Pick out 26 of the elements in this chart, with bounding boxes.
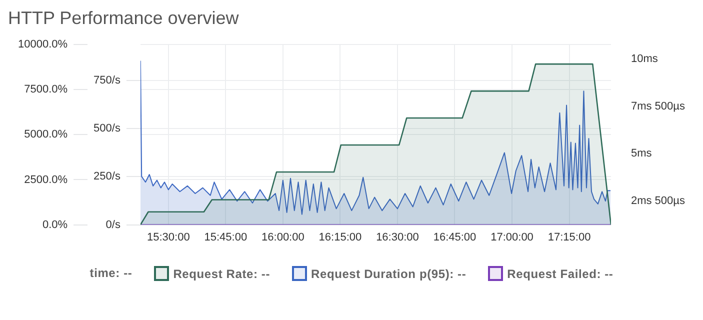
y3-tick-label: 5000.0% [24, 128, 68, 141]
y2-tick-label: 5ms [630, 148, 652, 160]
x-tick-label: 17:00:00 [490, 231, 534, 244]
x-tick-label: 16:15:00 [318, 231, 362, 244]
y3-tick-label: 10000.0% [18, 38, 68, 51]
legend-label: Request Rate: -- [173, 266, 270, 280]
y-tick-label: 250/s [94, 170, 121, 183]
y2-tick-label: 2ms 500µs [630, 195, 686, 208]
legend-label: Request Duration p(95): -- [311, 266, 466, 280]
y3-tick-label: 2500.0% [24, 174, 68, 186]
y-tick-label: 0/s [106, 218, 121, 231]
text: time: -- [90, 266, 132, 281]
x-tick-label: 16:30:00 [376, 231, 419, 244]
x-tick-label: 17:15:00 [548, 231, 591, 244]
x-tick-label: 15:45:00 [204, 231, 248, 244]
x-tick-label: 16:00:00 [262, 231, 304, 244]
y2-tick-label: 7ms 500µs [630, 100, 686, 112]
y-tick-label: 500/s [94, 122, 121, 134]
y3-tick-label: 0.0% [42, 218, 68, 231]
y2-tick-label: 10ms [630, 52, 658, 65]
x-tick-label: 16:45:00 [433, 231, 476, 244]
chart-title: HTTP Performance overview [8, 8, 240, 30]
y-tick-label: 750/s [94, 74, 121, 86]
x-tick-label: 15:30:00 [146, 231, 190, 244]
legend-label: Request Failed: -- [507, 266, 614, 280]
y3-tick-label: 7500.0% [24, 84, 68, 96]
